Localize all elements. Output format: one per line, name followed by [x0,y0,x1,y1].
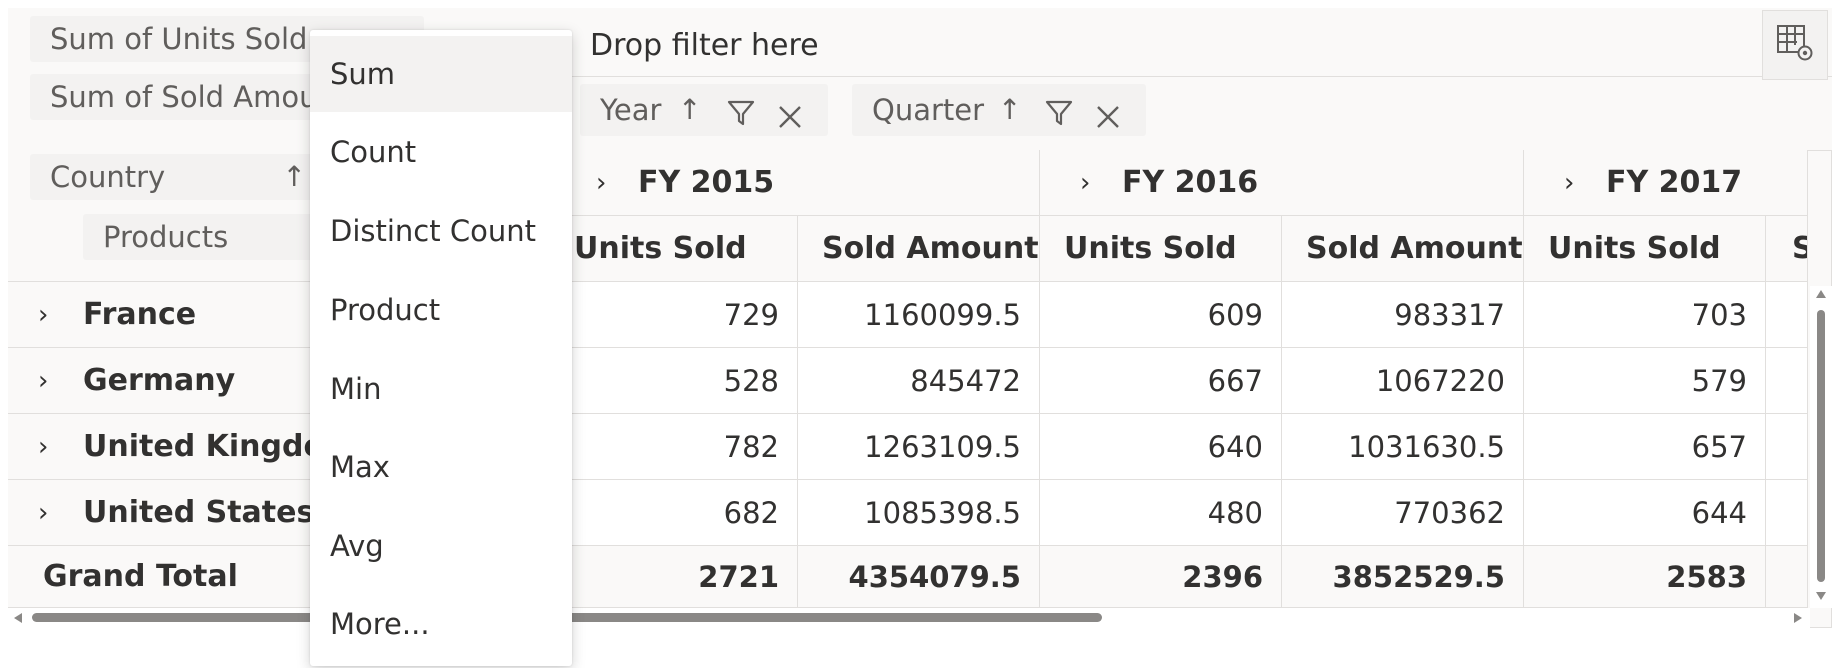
value-cell[interactable]: 1160099.5 [798,282,1040,348]
value-cell[interactable]: 782 [556,414,798,480]
menu-item-avg[interactable]: Avg [330,529,384,563]
column-header-fy2016[interactable]: › FY 2016 [1040,150,1524,216]
value-cell[interactable] [1766,282,1808,348]
menu-item-count[interactable]: Count [330,135,417,169]
measure-header[interactable]: Units Sold [1040,216,1282,282]
value-field-label: Sum of Units Sold [50,22,308,56]
value-cell[interactable]: 609 [1040,282,1282,348]
row-label: Grand Total [43,559,238,594]
vertical-scrollbar[interactable] [1810,286,1832,608]
expand-icon[interactable]: › [1564,168,1575,198]
value-cell[interactable]: 528 [556,348,798,414]
expand-icon[interactable]: › [1080,168,1091,198]
remove-icon[interactable] [1094,96,1122,148]
aggregation-menu: Sum Count Distinct Count Product Min Max… [310,30,572,666]
filter-drop-placeholder: Drop filter here [590,28,819,63]
filter-icon[interactable] [1044,94,1074,146]
filter-area: Drop filter here Year ↑ Quarter ↑ [556,8,1832,150]
column-field-label: Year [600,93,662,127]
value-cell[interactable]: 579 [1524,348,1766,414]
sort-ascending-icon[interactable]: ↑ [998,93,1022,126]
grand-total-cell[interactable] [1766,546,1808,608]
column-field-year[interactable]: Year ↑ [580,84,828,136]
measure-header[interactable]: Sold Amount [798,216,1040,282]
value-cell[interactable]: 845472 [798,348,1040,414]
row-label: Germany [83,363,236,398]
remove-icon[interactable] [776,96,804,148]
row-field-country[interactable]: Country ↑ [30,154,320,200]
expand-icon[interactable]: › [38,300,49,330]
menu-item-product[interactable]: Product [330,293,441,327]
row-label: United States [83,495,315,530]
value-cell[interactable] [1766,348,1808,414]
measure-header[interactable]: Sold Amount [1282,216,1524,282]
value-cell[interactable]: 729 [556,282,798,348]
column-header-label: FY 2016 [1122,165,1259,200]
scroll-left-icon[interactable] [14,613,22,623]
grand-total-cell[interactable]: 3852529.5 [1282,546,1524,608]
row-field-products[interactable]: Products [83,214,320,260]
column-field-quarter[interactable]: Quarter ↑ [852,84,1146,136]
pivot-grid: Country ↑ Products › FY 2015 › FY 2016 ›… [8,150,1808,608]
horizontal-scrollbar[interactable] [8,608,1810,628]
value-cell[interactable]: 983317 [1282,282,1524,348]
expand-icon[interactable]: › [38,366,49,396]
menu-item-min[interactable]: Min [330,372,382,406]
grand-total-cell[interactable]: 2583 [1524,546,1766,608]
scroll-right-icon[interactable] [1794,613,1802,623]
measure-header[interactable]: Units Sold [1524,216,1766,282]
sort-ascending-icon[interactable]: ↑ [678,93,702,126]
grid-settings-icon [1775,23,1815,67]
value-field-label: Sum of Sold Amount [50,80,348,114]
grand-total-cell[interactable]: 4354079.5 [798,546,1040,608]
column-header-label: FY 2017 [1606,165,1743,200]
value-cell[interactable]: 1263109.5 [798,414,1040,480]
filter-icon[interactable] [726,94,756,146]
column-header-fy2017[interactable]: › FY 2017 [1524,150,1808,216]
grand-total-cell[interactable]: 2396 [1040,546,1282,608]
row-field-label: Country [50,160,166,194]
scroll-up-icon[interactable] [1816,290,1826,298]
value-cell[interactable]: 682 [556,480,798,546]
row-label: France [83,297,197,332]
grand-total-cell[interactable]: 2721 [556,546,798,608]
expand-icon[interactable]: › [38,498,49,528]
sort-ascending-icon[interactable]: ↑ [282,160,306,193]
vertical-scroll-thumb[interactable] [1817,310,1825,582]
expand-icon[interactable]: › [596,168,607,198]
value-cell[interactable]: 703 [1524,282,1766,348]
menu-item-distinct-count[interactable]: Distinct Count [330,214,536,248]
value-cell[interactable]: 480 [1040,480,1282,546]
value-cell[interactable]: 1067220 [1282,348,1524,414]
value-cell[interactable]: 657 [1524,414,1766,480]
measure-header[interactable]: S [1766,216,1808,282]
measure-header[interactable]: Units Sold [556,216,798,282]
value-cell[interactable]: 1031630.5 [1282,414,1524,480]
menu-item-max[interactable]: Max [330,450,390,484]
menu-item-sum[interactable]: Sum [310,36,572,112]
value-cell[interactable]: 644 [1524,480,1766,546]
row-field-label: Products [103,220,229,254]
value-cell[interactable]: 770362 [1282,480,1524,546]
column-header-label: FY 2015 [638,165,775,200]
value-cell[interactable] [1766,414,1808,480]
column-field-label: Quarter [872,93,985,127]
value-cell[interactable] [1766,480,1808,546]
value-cell[interactable]: 1085398.5 [798,480,1040,546]
menu-item-more[interactable]: More... [330,607,430,641]
scroll-down-icon[interactable] [1816,592,1826,600]
value-cell[interactable]: 640 [1040,414,1282,480]
divider [556,76,1832,77]
value-cell[interactable]: 667 [1040,348,1282,414]
expand-icon[interactable]: › [38,432,49,462]
column-header-fy2015[interactable]: › FY 2015 [556,150,1040,216]
row-label: United Kingdom [83,429,356,464]
grid-settings-button[interactable] [1762,10,1828,80]
